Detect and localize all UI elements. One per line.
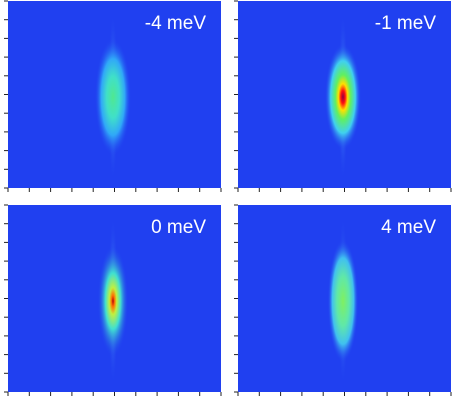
panel: -1 meV <box>234 0 452 192</box>
panel: -4 meV <box>4 0 222 192</box>
panel-label: 4 meV <box>381 217 436 238</box>
heatmap-peak <box>324 43 362 151</box>
panel-label: -4 meV <box>145 13 207 34</box>
heatmap-peak <box>97 245 129 357</box>
panel: 4 meV <box>234 204 452 396</box>
heatmap-peak <box>327 239 359 363</box>
heatmap-peak <box>94 38 132 156</box>
panel: 0 meV <box>4 204 222 396</box>
panel-label: -1 meV <box>375 13 437 34</box>
panel-label: 0 meV <box>151 217 206 238</box>
